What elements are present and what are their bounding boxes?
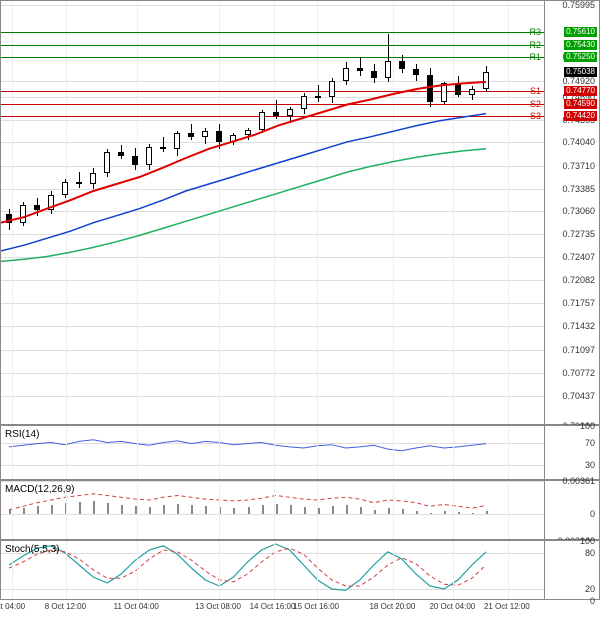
price-panel[interactable]: 0.700120.704370.707720.710970.714320.717… <box>0 0 600 425</box>
sr-label: R2 <box>529 40 541 50</box>
sr-price-box: 0.74420 <box>564 111 597 121</box>
stoch-ytick: 80 <box>585 548 595 558</box>
price-yaxis: 0.700120.704370.707720.710970.714320.717… <box>544 1 599 424</box>
x-tick-label: 20 Oct 04:00 <box>429 602 475 611</box>
rsi-line <box>1 426 544 479</box>
sr-label: R1 <box>529 52 541 62</box>
macd-ytick: 0 <box>590 509 595 519</box>
price-ytick: 0.73710 <box>562 161 595 171</box>
sr-price-box: 0.75430 <box>564 40 597 50</box>
current-price-box: 0.75038 <box>564 67 597 77</box>
price-ytick: 0.71757 <box>562 298 595 308</box>
macd-label: MACD(12,26,9) <box>5 484 74 495</box>
sr-label: S1 <box>530 86 541 96</box>
x-tick-label: ct 04:00 <box>0 602 25 611</box>
x-tick-label: 18 Oct 20:00 <box>369 602 415 611</box>
price-ytick: 0.72407 <box>562 252 595 262</box>
macd-panel[interactable]: MACD(12,26,9) -0.00304600.00361 <box>0 480 600 540</box>
macd-line <box>1 481 544 539</box>
rsi-ytick: 30 <box>585 460 595 470</box>
sr-price-box: 0.75610 <box>564 27 597 37</box>
rsi-plot[interactable] <box>1 426 544 479</box>
stoch-lines <box>1 541 544 599</box>
sr-label: R3 <box>529 27 541 37</box>
price-ytick: 0.73385 <box>562 184 595 194</box>
rsi-yaxis: 3070100 <box>544 426 599 479</box>
rsi-panel[interactable]: RSI(14) 3070100 <box>0 425 600 480</box>
rsi-ytick: 70 <box>585 438 595 448</box>
rsi-ytick: 100 <box>580 421 595 431</box>
price-ytick: 0.71097 <box>562 345 595 355</box>
price-ytick: 0.70772 <box>562 368 595 378</box>
stoch-ytick: 100 <box>580 536 595 546</box>
macd-yaxis: -0.00304600.00361 <box>544 481 599 539</box>
sr-price-box: 0.74770 <box>564 86 597 96</box>
stoch-panel[interactable]: Stoch(5,5,3) 02080100 <box>0 540 600 600</box>
price-ytick: 0.74040 <box>562 137 595 147</box>
sr-label: S2 <box>530 99 541 109</box>
price-ytick: 0.72082 <box>562 275 595 285</box>
x-tick-label: 11 Oct 04:00 <box>114 602 159 611</box>
x-axis: ct 04:00 8 Oct 12:00 11 Oct 04:00 13 Oct 08… <box>0 600 600 620</box>
macd-ytick: 0.00361 <box>562 476 595 486</box>
price-ytick: 0.75995 <box>562 0 595 10</box>
price-plot[interactable] <box>1 1 544 424</box>
price-ytick: 0.73060 <box>562 206 595 216</box>
x-tick-label: 21 Oct 12:00 <box>484 602 530 611</box>
x-tick-label: 8 Oct 12:00 <box>45 602 86 611</box>
stoch-label: Stoch(5,5,3) <box>5 544 59 555</box>
x-tick-label: 13 Oct 08:00 <box>195 602 241 611</box>
stoch-ytick: 20 <box>585 584 595 594</box>
stoch-yaxis: 02080100 <box>544 541 599 599</box>
rsi-label: RSI(14) <box>5 429 39 440</box>
x-tick-label: 14 Oct 16:00 <box>250 602 296 611</box>
price-ytick: 0.70437 <box>562 391 595 401</box>
chart-container: 0.700120.704370.707720.710970.714320.717… <box>0 0 600 620</box>
price-ytick: 0.71432 <box>562 321 595 331</box>
sr-label: S3 <box>530 111 541 121</box>
ma-overlay <box>1 1 544 424</box>
x-tick-label: 15 Oct 16:00 <box>293 602 339 611</box>
stoch-plot[interactable] <box>1 541 544 599</box>
price-ytick: 0.72735 <box>562 229 595 239</box>
macd-plot[interactable] <box>1 481 544 539</box>
sr-price-box: 0.75250 <box>564 52 597 62</box>
sr-price-box: 0.74590 <box>564 99 597 109</box>
